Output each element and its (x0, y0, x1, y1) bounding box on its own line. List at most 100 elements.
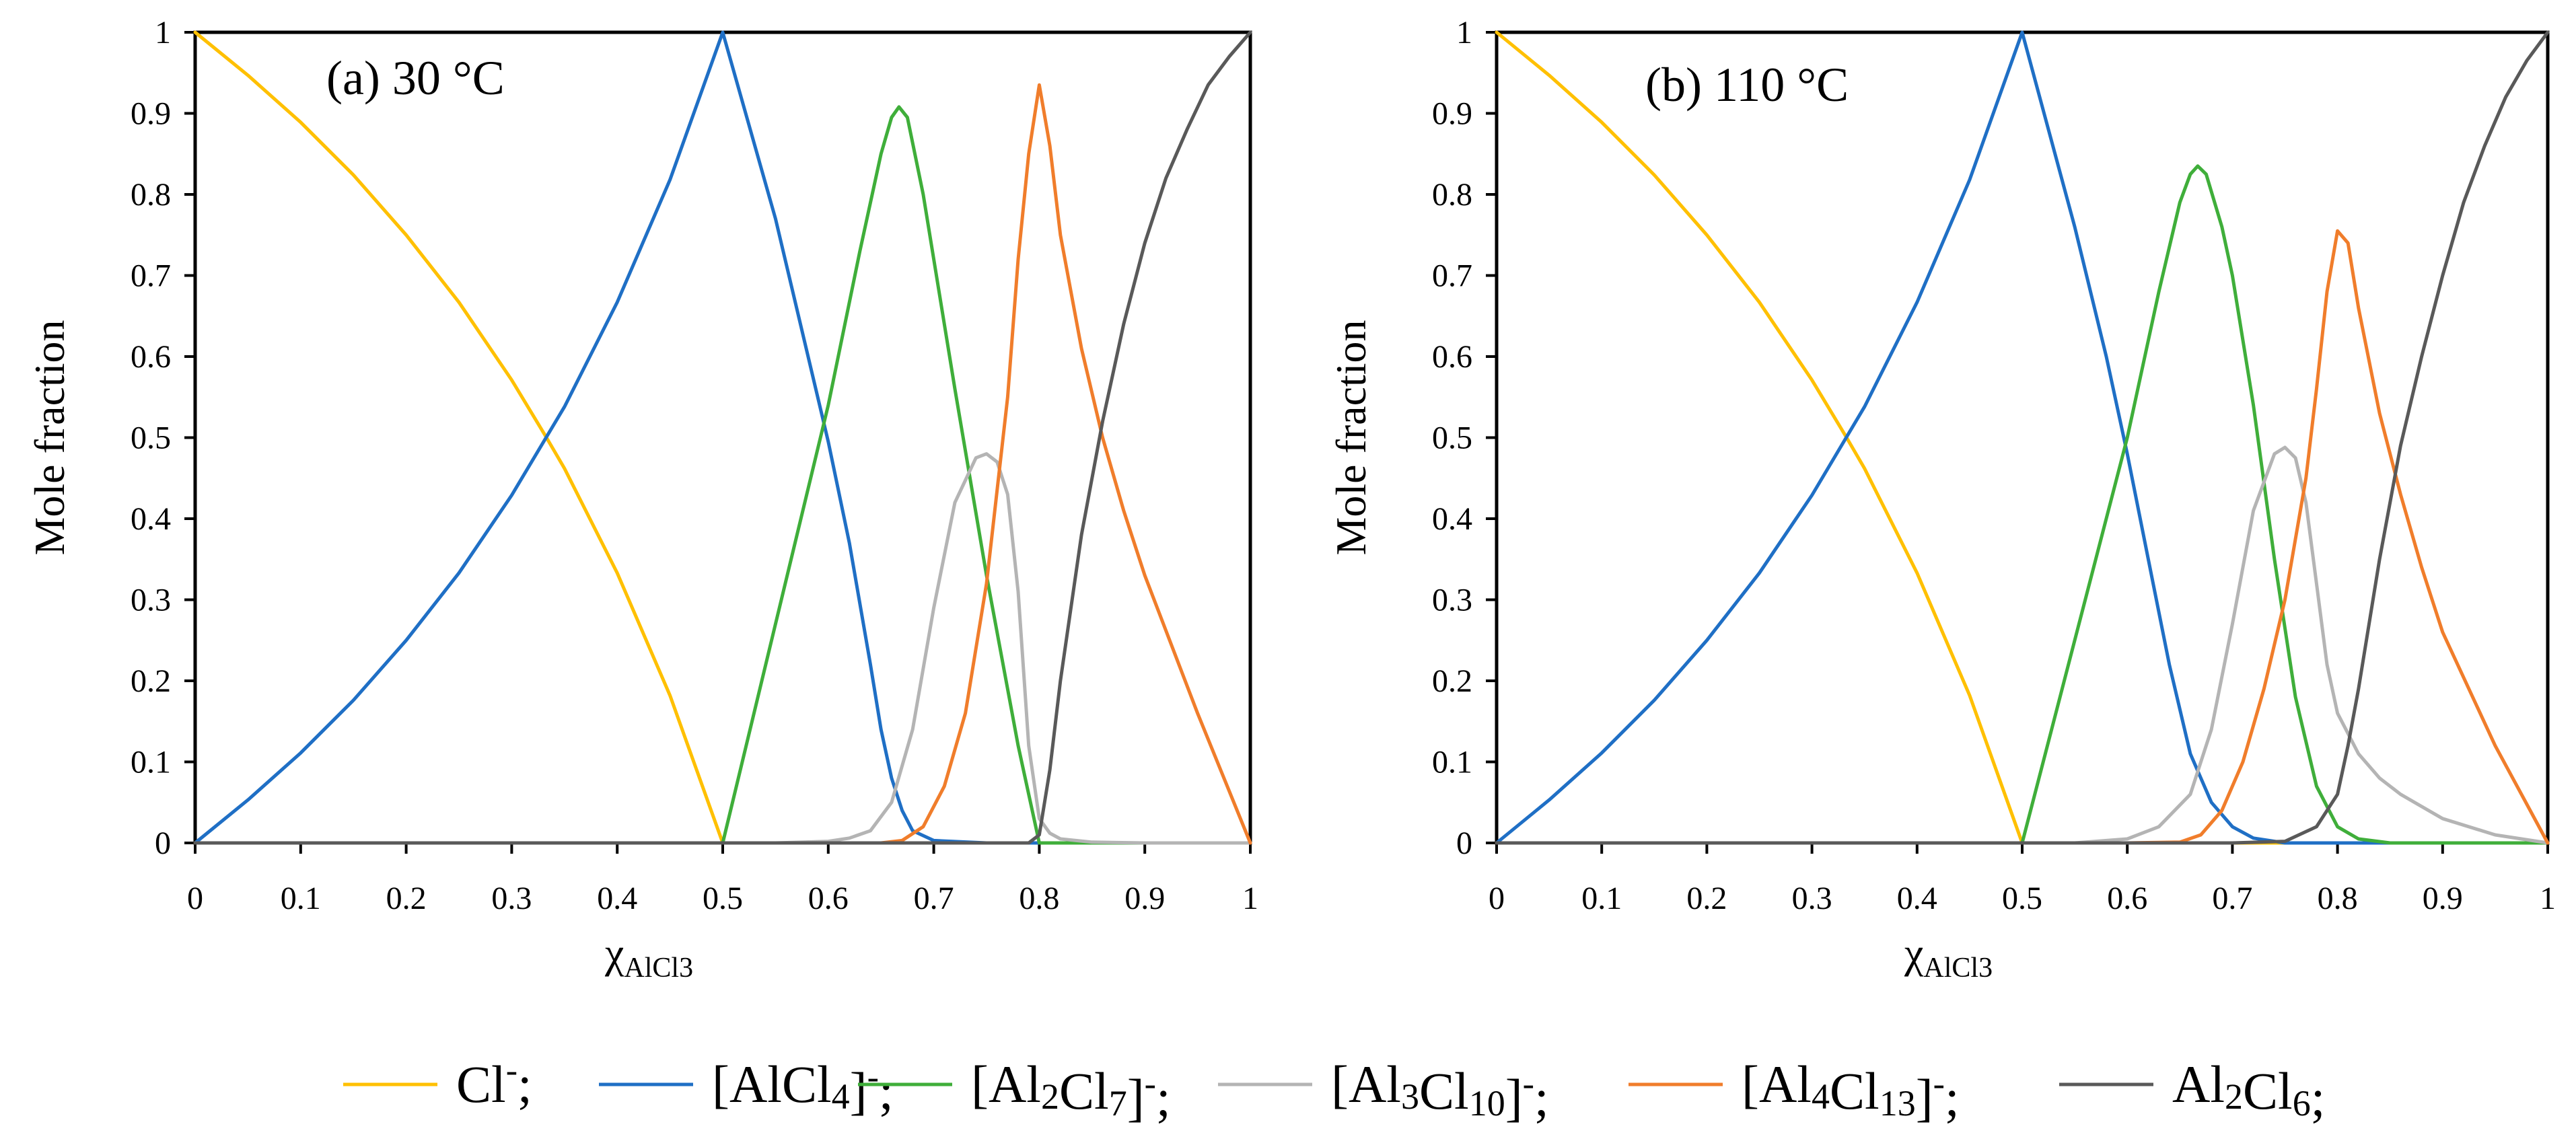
legend-subscript: 10 (1469, 1083, 1505, 1123)
legend-subscript: 2 (2225, 1076, 2243, 1117)
y-tick-label: 0.1 (1432, 745, 1472, 780)
y-tick-label: 0.1 (131, 745, 171, 780)
x-tick-label: 0 (187, 881, 203, 916)
x-tick-label: 1 (1242, 881, 1258, 916)
y-tick-label: 0.4 (1432, 501, 1472, 537)
legend-subscript: 13 (1880, 1083, 1916, 1123)
legend-separator: ; (1534, 1068, 1549, 1127)
y-tick-label: 0.2 (1432, 663, 1472, 699)
legend-superscript: - (1145, 1065, 1156, 1103)
x-axis-title-symbol: χ (604, 929, 624, 977)
x-tick-label: 0.8 (2318, 881, 2358, 916)
legend-superscript: - (1523, 1065, 1534, 1103)
x-tick-label: 1 (2540, 881, 2556, 916)
legend-text-part: Cl (2243, 1062, 2293, 1120)
x-tick-label: 0.5 (703, 881, 743, 916)
panel-title: (b) 110 °C (1645, 58, 1849, 112)
y-tick-label: 0.5 (131, 420, 171, 456)
y-tick-label: 0.9 (1432, 96, 1472, 132)
panel-title: (a) 30 °C (326, 51, 505, 105)
x-tick-label: 0.9 (1124, 881, 1165, 916)
y-tick-label: 0.8 (1432, 177, 1472, 213)
legend-text-part: Cl (1419, 1062, 1469, 1120)
x-tick-label: 0.8 (1019, 881, 1059, 916)
series-line-[Al4Cl13]- (1495, 229, 2550, 845)
y-tick-label: 0 (1456, 825, 1472, 861)
series-line-[AlCl4]- (193, 30, 1252, 845)
series-line-Cl- (1495, 30, 2550, 845)
legend-subscript: 4 (1812, 1076, 1830, 1117)
series-line-[Al4Cl13]- (193, 83, 1252, 845)
x-tick-label: 0.6 (2107, 881, 2147, 916)
x-tick-label: 0.1 (281, 881, 321, 916)
x-tick-label: 0.7 (914, 881, 954, 916)
x-tick-label: 0.2 (1686, 881, 1727, 916)
legend-superscript: - (867, 1058, 879, 1097)
legend: Cl-; [AlCl4]-; [Al2Cl7]-; [Al3Cl10]-; [Al4Cl… (343, 1051, 2325, 1127)
y-tick-label: 0.6 (131, 339, 171, 375)
legend-text-part: ] (1916, 1068, 1933, 1127)
legend-label: [Al2Cl7]-; (971, 1055, 1171, 1127)
x-tick-label: 0.9 (2423, 881, 2463, 916)
y-axis-title: Mole fraction (26, 320, 73, 555)
y-tick-label: 1 (155, 15, 171, 50)
legend-subscript: 3 (1401, 1076, 1419, 1117)
plot-frame (193, 30, 1252, 845)
legend-label: [Al4Cl13]-; (1742, 1055, 1960, 1127)
y-tick-label: 0.8 (131, 177, 171, 213)
x-tick-label: 0 (1489, 881, 1505, 916)
legend-label: Cl-; (456, 1051, 532, 1113)
x-axis-title-subscript: AlCl3 (624, 953, 693, 984)
y-axis-title: Mole fraction (1327, 320, 1375, 555)
chart-panel-a: 0 0.1 0.2 0.3 0.4 0.5 0.6 0.7 0.8 0.9 1 0 0.1 0.2 0.3 0… (26, 15, 1258, 984)
legend-superscript: - (1933, 1065, 1945, 1103)
x-axis-title: χAlCl3 (604, 929, 693, 984)
y-tick-label: 0.3 (131, 583, 171, 618)
y-tick-label: 0.7 (1432, 258, 1472, 294)
y-tick-label: 0 (155, 825, 171, 861)
x-tick-label: 0.2 (386, 881, 427, 916)
legend-separator: ; (879, 1062, 894, 1120)
legend-label: Al2Cl6; (2172, 1055, 2325, 1127)
legend-separator: ; (517, 1055, 532, 1113)
legend-text-part: [Al (1331, 1055, 1401, 1113)
plot-frame (1495, 30, 2550, 845)
chart-panel-b: 0 0.1 0.2 0.3 0.4 0.5 0.6 0.7 0.8 0.9 1 0 0.1 0.2 0.3 0… (1327, 15, 2556, 984)
x-axis-title-symbol: χ (1904, 929, 1924, 977)
x-tick-label: 0.4 (1897, 881, 1937, 916)
y-tick-label: 0.9 (131, 96, 171, 132)
y-tick-label: 0.7 (131, 258, 171, 294)
series-line-[AlCl4]- (1495, 30, 2550, 845)
y-tick-label: 0.5 (1432, 420, 1472, 456)
legend-subscript: 7 (1109, 1083, 1127, 1123)
legend-separator: ; (1945, 1068, 1960, 1127)
x-tick-label: 0.3 (1792, 881, 1832, 916)
series-line-Cl- (193, 30, 1252, 845)
legend-text-part: ] (1127, 1068, 1145, 1127)
legend-text-part: Cl (1830, 1062, 1880, 1120)
legend-separator: ; (2311, 1068, 2326, 1127)
x-tick-label: 0.7 (2212, 881, 2252, 916)
legend-subscript: 4 (832, 1076, 850, 1117)
legend-text-part: [Al (1742, 1055, 1812, 1113)
x-tick-label: 0.6 (808, 881, 849, 916)
legend-text-part: Cl (456, 1055, 506, 1113)
series-line-Al2Cl6 (193, 30, 1252, 845)
y-tick-label: 1 (1456, 15, 1472, 50)
x-tick-label: 0.4 (597, 881, 637, 916)
legend-label: [Al3Cl10]-; (1331, 1055, 1549, 1127)
legend-separator: ; (1156, 1068, 1171, 1127)
legend-subscript: 6 (2293, 1083, 2311, 1123)
y-tick-label: 0.2 (131, 663, 171, 699)
legend-text-part: Al (2172, 1055, 2225, 1113)
legend-text-part: Cl (1059, 1062, 1109, 1120)
x-axis-title-subscript: AlCl3 (1923, 953, 1993, 984)
series-line-[Al3Cl10]- (193, 452, 1252, 845)
series-line-Al2Cl6 (1495, 30, 2550, 845)
legend-text-part: ] (1505, 1068, 1523, 1127)
legend-text-part: [AlCl (712, 1055, 832, 1113)
legend-text-part: ] (850, 1062, 867, 1120)
legend-superscript: - (506, 1051, 517, 1090)
x-tick-label: 0.1 (1581, 881, 1622, 916)
